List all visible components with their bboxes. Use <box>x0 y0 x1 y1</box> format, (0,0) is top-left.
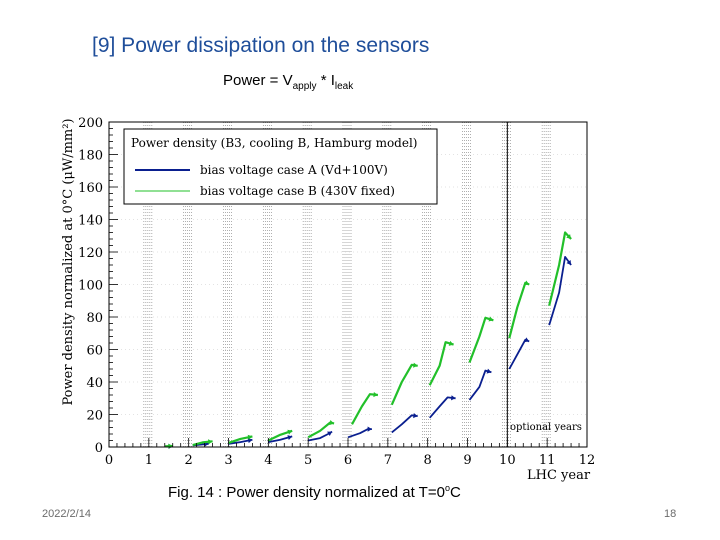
series-case-b <box>164 231 572 449</box>
series-end-marker <box>451 395 456 401</box>
series-segment <box>548 231 572 306</box>
y-tick-label: 200 <box>78 116 103 131</box>
series-end-marker <box>566 234 572 239</box>
formula-sub-apply: apply <box>292 81 317 92</box>
series-layer <box>164 231 572 449</box>
x-tick-label: 7 <box>384 453 392 468</box>
y-tick-label: 0 <box>95 441 103 456</box>
x-tick-label: 12 <box>579 453 596 468</box>
series-end-marker <box>524 337 530 343</box>
y-tick-label: 180 <box>78 149 103 164</box>
x-tick-label: 6 <box>344 453 352 468</box>
optional-years-annotation: optional years <box>510 422 582 433</box>
series-end-marker <box>327 431 333 436</box>
x-tick-label: 5 <box>304 453 312 468</box>
series-segment <box>390 363 418 406</box>
page-number: 18 <box>664 508 677 520</box>
footer-date: 2022/2/14 <box>42 508 91 520</box>
y-tick-label: 60 <box>86 344 103 359</box>
series-segment <box>351 393 379 425</box>
x-tick-label: 10 <box>499 453 516 468</box>
series-segment <box>468 369 492 401</box>
y-tick-label: 160 <box>78 181 103 196</box>
series-segment <box>508 338 530 370</box>
series-end-marker <box>373 392 378 398</box>
series-segment <box>468 316 494 363</box>
formula-prefix: Power = V <box>223 72 293 89</box>
legend-label-case-a: bias voltage case A (Vd+100V) <box>200 163 388 177</box>
series-end-marker <box>566 260 572 265</box>
series-end-marker <box>524 280 530 286</box>
y-tick-label: 120 <box>78 246 103 261</box>
y-tick-label: 80 <box>86 311 103 326</box>
series-end-marker <box>486 368 492 374</box>
series-end-marker <box>287 435 293 441</box>
series-end-marker <box>329 420 335 426</box>
x-tick-label: 0 <box>105 453 113 468</box>
series-end-marker <box>367 426 372 432</box>
series-end-marker <box>488 316 494 322</box>
series-end-marker <box>413 362 418 368</box>
series-end-marker <box>247 434 253 440</box>
x-axis-label: LHC year <box>527 468 591 483</box>
series-end-marker <box>168 443 173 449</box>
x-tick-label: 4 <box>264 453 272 468</box>
legend-label-case-b: bias voltage case B (430V fixed) <box>200 184 395 198</box>
power-formula: Power = Vapply * Ileak <box>223 72 353 92</box>
y-tick-label: 20 <box>86 409 103 424</box>
series-end-marker <box>287 429 293 435</box>
formula-mid: * I <box>316 72 335 89</box>
legend: Power density (B3, cooling B, Hamburg mo… <box>123 128 438 205</box>
x-tick-label: 8 <box>424 453 432 468</box>
caption-degree: o <box>444 483 450 493</box>
formula-sub-leak: leak <box>334 81 354 92</box>
slide-title: [9] Power dissipation on the sensors <box>92 34 430 57</box>
series-segment <box>391 414 418 434</box>
series-end-marker <box>208 439 213 445</box>
x-tick-label: 9 <box>463 453 471 468</box>
figure-caption: Fig. 14 : Power density normalized at T=… <box>168 483 461 501</box>
caption-prefix: Fig. 14 : Power density normalized at T=… <box>168 484 445 501</box>
series-case-a <box>164 255 572 449</box>
y-tick-label: 40 <box>86 376 103 391</box>
tick-labels: 0 1 2 3 4 5 6 7 8 9 10 11 12020406080100120140160180… <box>78 116 595 468</box>
y-tick-label: 140 <box>78 214 103 229</box>
tick-layer <box>108 121 588 448</box>
legend-header: Power density (B3, cooling B, Hamburg mo… <box>131 136 418 150</box>
series-end-marker <box>413 412 418 419</box>
x-tick-label: 2 <box>185 453 193 468</box>
series-end-marker <box>448 340 454 346</box>
y-axis-label: Power density normalized at 0°C (μW/mm²) <box>61 118 76 405</box>
y-tick-label: 100 <box>78 279 103 294</box>
series-segment <box>428 341 454 386</box>
series-segment <box>508 281 530 339</box>
x-tick-label: 11 <box>539 453 556 468</box>
x-tick-label: 1 <box>145 453 153 468</box>
x-tick-label: 3 <box>224 453 232 468</box>
series-segment <box>548 255 572 326</box>
caption-suffix: C <box>449 484 461 501</box>
